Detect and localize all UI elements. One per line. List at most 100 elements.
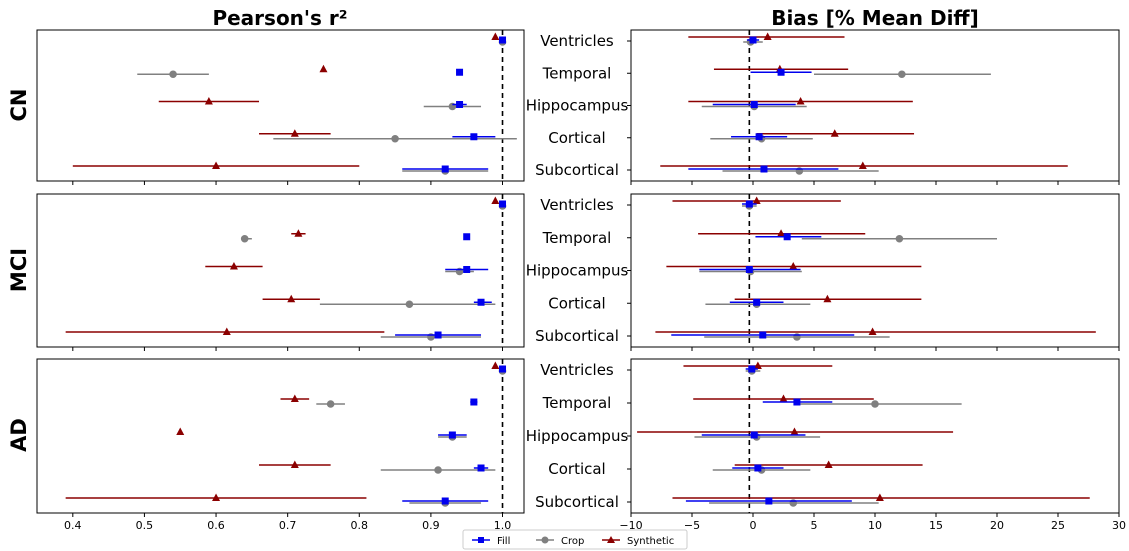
point-bias-ad-cortical-fill — [754, 464, 762, 472]
x-tick-label-bias-1: −5 — [684, 519, 700, 532]
point-pearson-ad-hippocampus-fill — [448, 431, 456, 439]
point-pearson-cn-subcortical-fill — [441, 165, 449, 173]
axes-frame-pearson-cn — [36, 29, 525, 182]
point-pearson-cn-subcortical-synthetic — [212, 161, 221, 169]
point-pearson-cn-cortical-crop — [391, 134, 399, 143]
point-bias-cn-ventricles-synthetic — [763, 32, 772, 40]
category-label-ad-cortical: Cortical — [548, 460, 605, 478]
point-bias-ad-temporal-synthetic — [779, 394, 788, 402]
point-pearson-mci-cortical-crop — [405, 300, 414, 309]
x-tick-label-bias-6: 20 — [990, 519, 1004, 532]
legend-fill-marker — [478, 537, 484, 543]
x-tick-label-bias-0: −10 — [619, 519, 642, 532]
point-pearson-cn-hippocampus-fill — [456, 101, 464, 108]
point-pearson-cn-cortical-synthetic — [290, 129, 299, 137]
point-pearson-ad-cortical-crop — [434, 466, 442, 474]
point-bias-cn-temporal-fill — [777, 68, 785, 76]
category-label-cn-subcortical: Subcortical — [535, 161, 619, 179]
category-label-cn-temporal: Temporal — [542, 64, 612, 82]
point-pearson-mci-subcortical-synthetic — [222, 327, 231, 335]
point-pearson-ad-subcortical-fill — [441, 497, 449, 505]
point-pearson-mci-ventricles-fill — [499, 200, 507, 208]
point-pearson-ad-temporal-crop — [326, 400, 335, 408]
point-bias-ad-temporal-crop — [871, 400, 879, 408]
point-pearson-ad-ventricles-fill — [499, 365, 507, 373]
axes-frame-bias-mci — [630, 193, 1120, 348]
point-bias-cn-temporal-crop — [898, 70, 906, 79]
point-bias-ad-subcortical-synthetic — [875, 493, 884, 501]
x-tick-label-pearson-5: 0.9 — [422, 519, 440, 532]
point-bias-ad-ventricles-fill — [748, 365, 756, 373]
axes-frame-pearson-ad — [36, 358, 525, 514]
category-label-cn-hippocampus: Hippocampus — [526, 97, 629, 115]
x-tick-label-pearson-2: 0.6 — [207, 519, 225, 532]
point-pearson-mci-temporal-synthetic — [294, 229, 303, 237]
point-pearson-ad-temporal-fill — [470, 398, 478, 406]
point-pearson-mci-cortical-synthetic — [287, 294, 296, 303]
category-label-mci-hippocampus: Hippocampus — [526, 262, 629, 280]
x-tick-label-bias-2: 0 — [750, 519, 757, 532]
legend-synthetic-marker — [607, 536, 615, 543]
point-pearson-cn-temporal-fill — [456, 68, 464, 76]
point-pearson-cn-cortical-fill — [470, 133, 478, 141]
point-bias-mci-temporal-crop — [895, 234, 904, 243]
legend-crop-label: Crop — [561, 536, 584, 547]
point-pearson-ad-cortical-synthetic — [290, 460, 299, 468]
point-pearson-cn-hippocampus-synthetic — [204, 97, 213, 105]
point-pearson-cn-temporal-crop — [169, 70, 177, 79]
axes-frame-bias-cn — [630, 29, 1120, 182]
point-pearson-ad-subcortical-synthetic — [212, 493, 221, 501]
point-pearson-mci-subcortical-fill — [434, 331, 442, 339]
point-bias-ad-hippocampus-fill — [750, 431, 758, 439]
point-bias-mci-ventricles-synthetic — [752, 196, 761, 204]
point-bias-ad-ventricles-synthetic — [753, 361, 762, 369]
x-tick-label-pearson-0: 0.4 — [64, 519, 82, 532]
point-bias-mci-temporal-synthetic — [777, 229, 786, 237]
category-label-cn-ventricles: Ventricles — [540, 32, 614, 50]
x-tick-label-bias-4: 10 — [868, 519, 882, 532]
legend-synthetic-label: Synthetic — [627, 536, 674, 547]
row-label-cn: CN — [7, 89, 31, 122]
category-label-cn-cortical: Cortical — [548, 129, 605, 147]
x-tick-label-bias-8: 30 — [1112, 519, 1126, 532]
category-label-mci-temporal: Temporal — [542, 229, 612, 247]
point-bias-cn-cortical-fill — [755, 133, 763, 141]
point-bias-mci-hippocampus-synthetic — [789, 262, 798, 270]
point-bias-mci-cortical-fill — [753, 298, 761, 306]
x-tick-label-bias-3: 5 — [811, 519, 818, 532]
legend-crop-marker — [541, 536, 549, 544]
point-bias-cn-subcortical-fill — [760, 165, 768, 173]
point-bias-ad-subcortical-fill — [765, 497, 773, 505]
point-pearson-mci-temporal-fill — [463, 233, 471, 241]
point-pearson-cn-ventricles-synthetic — [491, 32, 500, 40]
plot-area: Ventricles Temporal Hippocampus Cortical Sub… — [36, 29, 1126, 532]
point-pearson-mci-ventricles-synthetic — [491, 196, 500, 204]
point-bias-cn-cortical-synthetic — [830, 129, 839, 137]
point-pearson-ad-cortical-fill — [477, 464, 485, 472]
point-bias-ad-cortical-synthetic — [824, 460, 833, 468]
point-bias-mci-hippocampus-fill — [745, 266, 753, 273]
point-pearson-cn-ventricles-fill — [499, 36, 507, 44]
point-pearson-mci-hippocampus-fill — [463, 266, 471, 273]
axes-frame-pearson-mci — [36, 193, 525, 348]
point-bias-cn-hippocampus-fill — [750, 101, 758, 108]
point-pearson-mci-cortical-fill — [477, 298, 485, 306]
legend-box — [462, 529, 688, 550]
x-tick-label-pearson-6: 1.0 — [494, 519, 512, 532]
point-pearson-ad-hippocampus-synthetic — [176, 427, 185, 435]
point-bias-mci-ventricles-fill — [745, 200, 753, 208]
point-bias-mci-subcortical-synthetic — [868, 327, 877, 335]
legend: Fill Crop Synthetic — [462, 529, 688, 550]
point-pearson-ad-temporal-synthetic — [290, 394, 299, 402]
point-bias-cn-ventricles-fill — [749, 36, 757, 44]
legend-fill-label: Fill — [497, 536, 510, 547]
category-label-ad-ventricles: Ventricles — [540, 361, 614, 379]
category-label-mci-cortical: Cortical — [548, 294, 605, 312]
x-tick-label-pearson-1: 0.5 — [136, 519, 154, 532]
category-label-ad-hippocampus: Hippocampus — [526, 427, 629, 445]
point-bias-cn-subcortical-synthetic — [858, 161, 867, 169]
point-pearson-ad-ventricles-synthetic — [491, 361, 500, 369]
point-bias-ad-hippocampus-synthetic — [790, 427, 799, 435]
axes-frame-bias-ad — [630, 358, 1120, 514]
